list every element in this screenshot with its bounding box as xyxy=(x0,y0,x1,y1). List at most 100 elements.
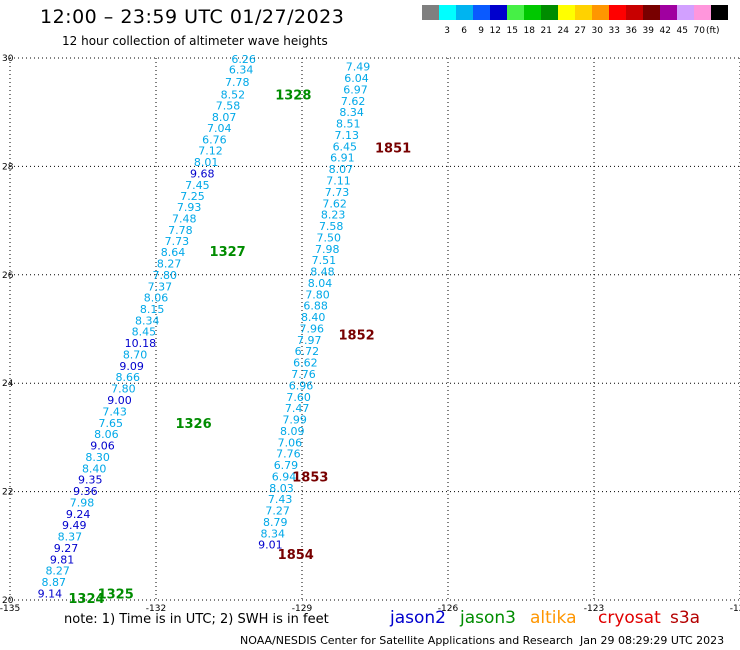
wave-height-label: 6.96 xyxy=(289,379,314,392)
wave-height-label: 8.70 xyxy=(123,348,148,361)
y-tick-label: 20 xyxy=(2,596,14,606)
wave-height-label: 7.62 xyxy=(341,95,366,108)
legend-swatch xyxy=(558,5,575,20)
pass-number-label: 1324 xyxy=(68,592,104,607)
wave-height-label: 8.37 xyxy=(58,531,83,544)
wave-height-label: 7.25 xyxy=(180,190,205,203)
wave-height-label: 7.62 xyxy=(322,197,347,210)
wave-height-label: 8.27 xyxy=(157,257,182,270)
wave-height-label: 9.68 xyxy=(190,167,215,180)
legend-label: 21 xyxy=(540,26,552,36)
wave-height-label: 7.45 xyxy=(185,179,210,192)
legend-swatch xyxy=(626,5,643,20)
wave-height-label: 9.27 xyxy=(54,542,79,555)
credit-line: NOAA/NESDIS Center for Satellite Applica… xyxy=(240,634,574,647)
legend-swatch xyxy=(609,5,626,20)
wave-height-label: 8.48 xyxy=(310,266,335,279)
wave-height-label: 6.62 xyxy=(293,357,318,370)
legend-swatch xyxy=(677,5,694,20)
wave-height-label: 7.76 xyxy=(291,368,316,381)
page-title: 12:00 – 23:59 UTC 01/27/2023 xyxy=(40,6,345,28)
wave-height-label: 8.03 xyxy=(269,482,294,495)
legend-label: 6 xyxy=(461,26,467,36)
wave-height-label: 8.27 xyxy=(45,565,70,578)
wave-height-label: 7.27 xyxy=(265,505,290,518)
legend-swatch xyxy=(439,5,456,20)
wave-height-label: 8.06 xyxy=(94,428,119,441)
wave-height-label: 7.43 xyxy=(102,405,127,418)
wave-height-label: 7.13 xyxy=(335,129,360,142)
legend-swatch xyxy=(660,5,677,20)
wave-height-label: 8.79 xyxy=(263,516,288,529)
wave-height-label: 7.98 xyxy=(70,496,95,509)
legend-swatch xyxy=(541,5,558,20)
wave-height-label: 7.80 xyxy=(305,288,330,301)
wave-height-label: 7.80 xyxy=(153,269,178,282)
wave-height-label: 8.66 xyxy=(116,371,141,384)
wave-height-label: 7.06 xyxy=(278,436,303,449)
legend-swatch xyxy=(694,5,711,20)
mission-name-s3a: s3a xyxy=(670,608,701,628)
x-tick-label: -126 xyxy=(438,604,459,614)
legend-swatch xyxy=(643,5,660,20)
wave-height-label: 8.34 xyxy=(339,106,364,119)
wave-height-label: 7.76 xyxy=(276,448,301,461)
y-tick-label: 28 xyxy=(2,162,14,172)
wave-height-label: 7.04 xyxy=(207,122,232,135)
x-tick-label: -132 xyxy=(146,604,166,614)
wave-height-label: 10.18 xyxy=(125,337,157,350)
wave-height-label: 8.23 xyxy=(321,209,346,222)
wave-height-label: 7.11 xyxy=(326,174,351,187)
wave-height-label: 8.01 xyxy=(194,156,219,169)
wave-height-label: 6.76 xyxy=(202,133,227,146)
legend-label: 70 xyxy=(693,26,705,36)
grid xyxy=(9,57,740,601)
wave-height-label: 7.60 xyxy=(286,391,311,404)
y-tick-label: 26 xyxy=(2,271,14,281)
wave-height-label: 9.09 xyxy=(119,360,144,373)
legend-label: 27 xyxy=(574,26,586,36)
wave-height-label: 9.81 xyxy=(50,553,75,566)
wave-height-label: 9.35 xyxy=(78,474,103,487)
wave-height-label: 7.58 xyxy=(216,100,241,113)
wave-height-label: 9.14 xyxy=(38,587,63,600)
pass-number-label: 1328 xyxy=(275,88,311,103)
wave-height-label: 6.79 xyxy=(274,459,299,472)
x-tick-label: -120 xyxy=(730,604,740,614)
wave-height-label: 7.51 xyxy=(312,254,337,267)
legend-swatch xyxy=(473,5,490,20)
wave-height-label: 7.78 xyxy=(168,224,193,237)
wave-height-label: 6.34 xyxy=(229,63,254,76)
legend-swatch xyxy=(507,5,524,20)
wave-height-label: 7.48 xyxy=(172,212,197,225)
legend-swatch xyxy=(711,5,728,20)
wave-height-label: 9.01 xyxy=(258,539,283,552)
mission-name-jason3: jason3 xyxy=(460,608,516,628)
axes: -135 -132 -129 -126 -123 -120 20 22 24 26 28 30 xyxy=(0,54,740,614)
y-tick-label: 30 xyxy=(2,54,14,64)
wave-height-label: 8.30 xyxy=(85,451,110,464)
footer-note: note: 1) Time is in UTC; 2) SWH is in fe… xyxy=(64,612,329,627)
wave-height-label: 8.04 xyxy=(308,277,333,290)
y-tick-label: 22 xyxy=(2,488,13,498)
wave-height-label: 7.58 xyxy=(319,220,344,233)
wave-height-points: 6.266.347.788.527.588.077.046.767.128.01… xyxy=(38,53,371,600)
wave-height-label: 7.99 xyxy=(282,414,307,427)
legend-swatch xyxy=(592,5,609,20)
wave-height-label: 7.97 xyxy=(297,334,322,347)
wave-height-label: 7.50 xyxy=(317,231,342,244)
wave-height-label: 9.49 xyxy=(62,519,87,532)
chart-subtitle: 12 hour collection of altimeter wave hei… xyxy=(62,34,328,48)
wave-height-label: 6.72 xyxy=(295,345,320,358)
wave-height-label: 8.07 xyxy=(329,163,354,176)
wave-height-label: 7.65 xyxy=(98,417,123,430)
wave-height-label: 8.34 xyxy=(261,527,286,540)
wave-height-label: 7.80 xyxy=(111,383,136,396)
wave-height-label: 8.15 xyxy=(140,303,165,316)
legend-label: 42 xyxy=(659,26,671,36)
wave-height-label: 7.73 xyxy=(165,235,190,248)
wave-height-label: 6.04 xyxy=(344,72,369,85)
wave-height-label: 8.34 xyxy=(135,314,160,327)
